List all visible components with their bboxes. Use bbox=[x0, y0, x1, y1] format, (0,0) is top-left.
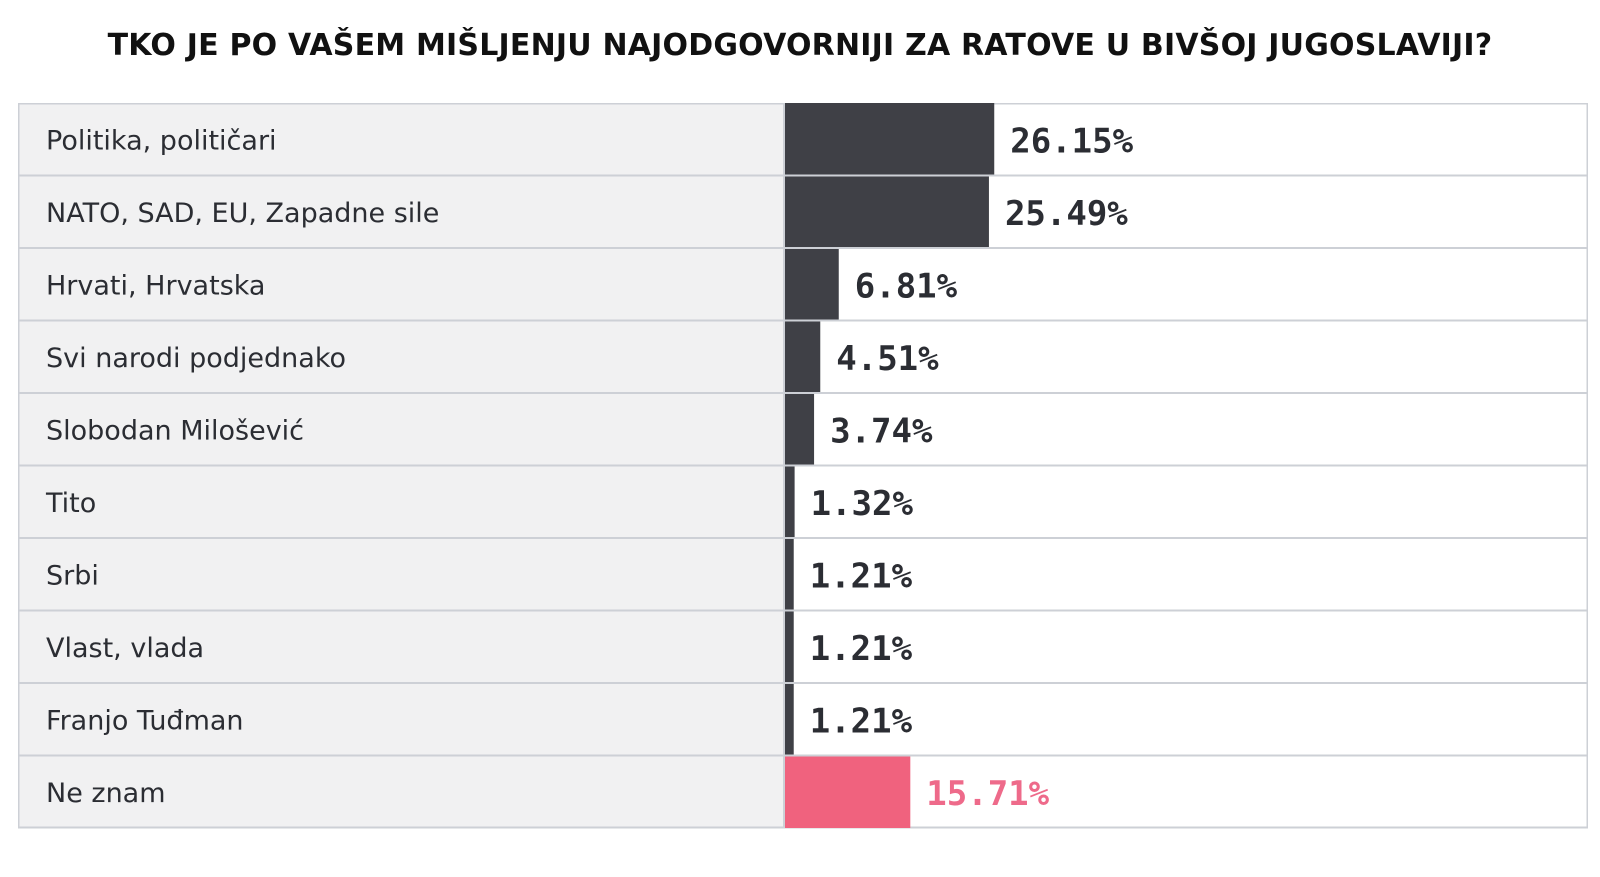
category-label: Hrvati, Hrvatska bbox=[46, 270, 265, 301]
value-label: 3.74% bbox=[830, 411, 933, 451]
bar bbox=[784, 538, 794, 611]
bar bbox=[784, 393, 815, 466]
bar bbox=[784, 610, 794, 683]
value-label: 4.51% bbox=[836, 339, 939, 379]
value-label: 15.71% bbox=[926, 774, 1049, 814]
category-label: Svi narodi podjednako bbox=[46, 343, 346, 374]
value-label: 6.81% bbox=[855, 266, 958, 306]
category-label: Vlast, vlada bbox=[46, 633, 204, 664]
value-label: 1.21% bbox=[810, 556, 913, 596]
chart-canvas: Politika, političari 26.15% NATO, SAD, EU,… bbox=[18, 103, 1588, 829]
bar bbox=[784, 248, 839, 321]
bar bbox=[784, 465, 795, 538]
value-label: 1.32% bbox=[811, 484, 914, 524]
category-label: Ne znam bbox=[46, 778, 166, 809]
category-label: Tito bbox=[45, 488, 96, 519]
value-label: 25.49% bbox=[1005, 194, 1128, 234]
bar bbox=[784, 103, 995, 176]
bar-chart: Politika, političari 26.15% NATO, SAD, EU,… bbox=[18, 103, 1588, 848]
category-label: NATO, SAD, EU, Zapadne sile bbox=[46, 198, 439, 229]
category-label: Slobodan Milošević bbox=[46, 415, 304, 446]
bar bbox=[784, 683, 794, 756]
value-label: 1.21% bbox=[810, 701, 913, 741]
bar bbox=[784, 175, 989, 248]
category-label: Politika, političari bbox=[46, 125, 277, 156]
category-label: Franjo Tuđman bbox=[46, 705, 244, 736]
bar bbox=[784, 320, 821, 393]
category-label: Srbi bbox=[46, 560, 99, 591]
bar bbox=[784, 755, 911, 828]
value-label: 1.21% bbox=[810, 629, 913, 669]
value-label: 26.15% bbox=[1010, 121, 1133, 161]
chart-title: TKO JE PO VAŠEM MIŠLJENJU NAJODGOVORNIJI… bbox=[107, 28, 1493, 63]
